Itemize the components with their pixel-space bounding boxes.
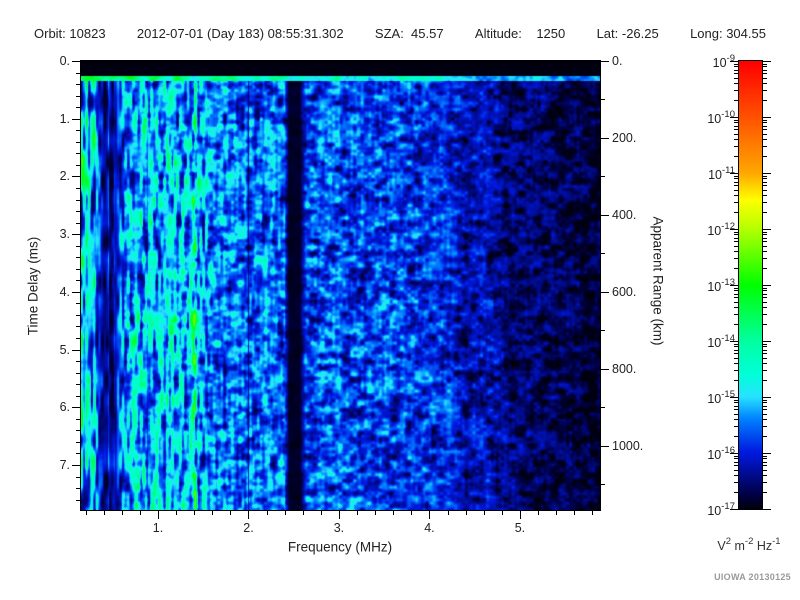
y-tick-label: 2. <box>59 169 70 184</box>
range-tick-label: 800. <box>612 361 637 376</box>
y-tick-label: 7. <box>59 457 70 472</box>
x-axis-title: Frequency (MHz) <box>287 539 393 555</box>
y-tick-label: 5. <box>59 342 70 357</box>
datetime-value: 2012-07-01 (Day 183) 08:55:31.302 <box>136 26 344 41</box>
y-tick-label: 0. <box>59 54 70 68</box>
right-axis-title: Apparent Range (km) <box>650 216 666 346</box>
range-tick-label: 0. <box>612 54 623 68</box>
range-tick-label: 1000. <box>612 438 644 453</box>
sza-value: SZA: 45.57 <box>374 26 444 41</box>
x-tick-label: 2. <box>243 521 254 535</box>
x-tick-label: 1. <box>152 521 164 535</box>
x-tick-label: 4. <box>424 521 435 535</box>
colorbar-units-label: V2 m-2 Hz-1 <box>717 536 781 554</box>
orbit-value: Orbit: 10823 <box>34 26 106 41</box>
colorbar-canvas <box>739 61 762 509</box>
latitude-value: Lat: -26.25 <box>596 26 659 41</box>
colorbar-tick-label: 10-11 <box>708 165 735 183</box>
range-tick-label: 400. <box>612 207 637 222</box>
colorbar-tick-label: 10-10 <box>707 109 735 127</box>
colorbar-tick-label: 10-17 <box>707 501 735 519</box>
colorbar-tick-label: 10-15 <box>707 389 735 407</box>
y-tick-label: 3. <box>59 227 70 242</box>
spectrogram-canvas <box>81 61 600 510</box>
y-tick-label: 1. <box>59 111 70 126</box>
y-tick-label: 6. <box>59 400 70 415</box>
colorbar-frame <box>738 60 763 510</box>
y-tick-label: 4. <box>59 284 70 299</box>
x-tick-label: 5. <box>514 521 526 535</box>
x-tick-label: 3. <box>333 521 345 535</box>
colorbar-tick-label: 10-13 <box>707 277 735 295</box>
colorbar-tick-label: 10-16 <box>707 445 735 463</box>
colorbar-tick-label: 10-14 <box>707 333 735 351</box>
header-info: Orbit: 10823 2012-07-01 (Day 183) 08:55:… <box>34 26 766 41</box>
credit-text: UIOWA 20130125 <box>714 572 791 582</box>
y-axis-title: Time Delay (ms) <box>25 236 41 336</box>
range-tick-label: 200. <box>612 130 637 145</box>
altitude-value: Altitude: 1250 <box>474 26 566 41</box>
colorbar-tick-label: 10-12 <box>707 221 735 239</box>
longitude-value: Long: 304.55 <box>690 26 766 41</box>
range-tick-label: 600. <box>612 284 637 299</box>
colorbar-tick-label: 10-9 <box>712 53 735 71</box>
